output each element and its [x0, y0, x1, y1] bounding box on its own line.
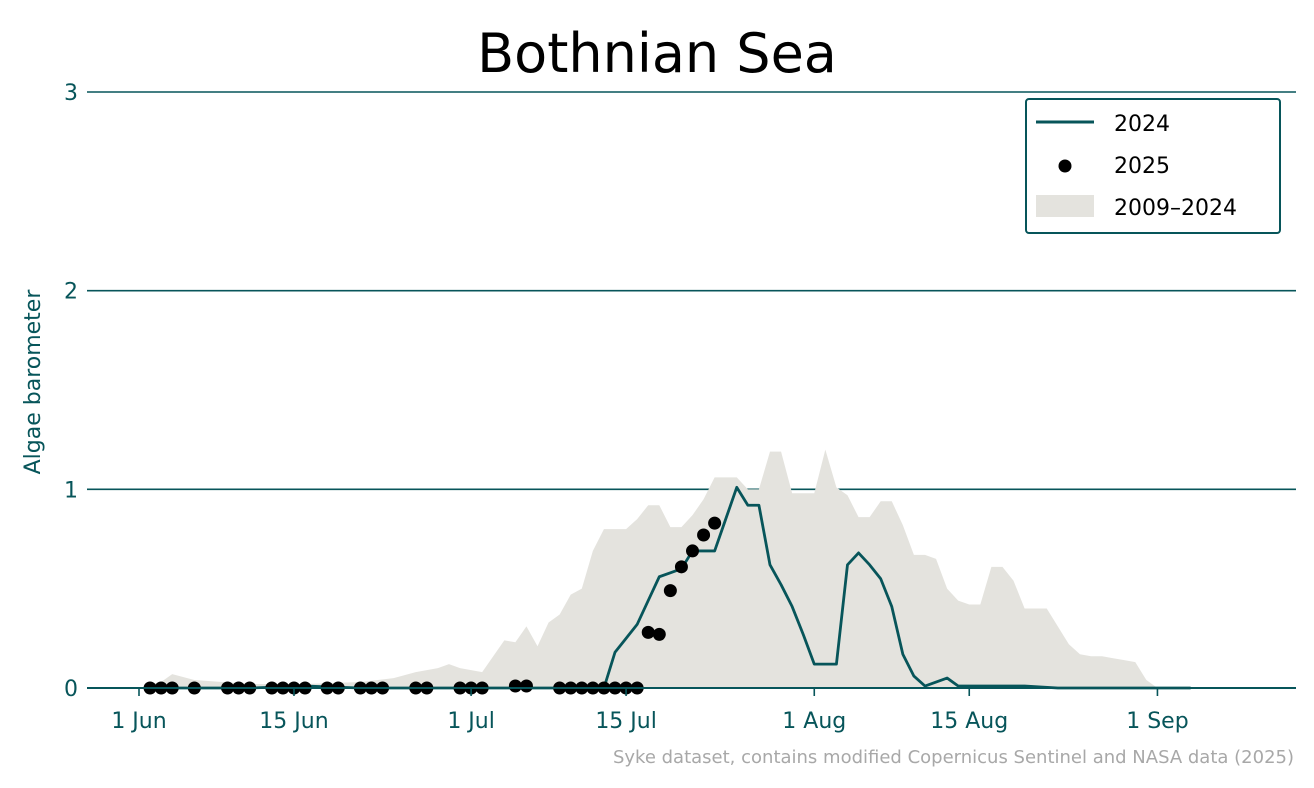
legend: 2024 2025 2009–2024	[1025, 98, 1281, 234]
point-2025	[641, 625, 655, 639]
historical-range-area	[150, 449, 1158, 688]
x-tick-label: 1 Sep	[1126, 709, 1188, 734]
chart-title: Bothnian Sea	[477, 22, 837, 85]
legend-label-range: 2009–2024	[1114, 196, 1237, 221]
x-tick-label: 1 Jun	[111, 709, 166, 734]
legend-label-2025: 2025	[1114, 154, 1170, 179]
x-tick-label: 15 Jul	[595, 709, 657, 734]
point-2025	[519, 679, 533, 693]
x-tick-label: 1 Jul	[447, 709, 495, 734]
x-tick-label: 15 Aug	[930, 709, 1008, 734]
point-2025	[508, 679, 522, 693]
legend-swatch-2025	[1058, 159, 1072, 173]
x-tick-label: 1 Aug	[782, 709, 846, 734]
point-2025	[708, 516, 722, 530]
y-tick-label: 0	[64, 677, 78, 702]
legend-swatch-range	[1036, 195, 1094, 217]
y-tick-label: 2	[64, 280, 78, 305]
y-tick-label: 1	[64, 478, 78, 503]
x-tick-label: 15 Jun	[259, 709, 328, 734]
legend-label-2024: 2024	[1114, 112, 1170, 137]
data-credit: Syke dataset, contains modified Copernic…	[613, 747, 1294, 768]
point-2025	[674, 560, 688, 574]
point-2025	[697, 528, 711, 542]
y-axis-label: Algae barometer	[21, 289, 46, 475]
point-2025	[663, 584, 677, 598]
range-area-shape	[150, 449, 1158, 688]
y-tick-label: 3	[64, 81, 78, 106]
axes: 0 1 2 3 1 Jun 15 Jun 1 Jul 15 Jul 1 Aug 15 Aug 1 S…	[64, 81, 1296, 734]
point-2025	[652, 627, 666, 641]
point-2025	[686, 544, 699, 558]
